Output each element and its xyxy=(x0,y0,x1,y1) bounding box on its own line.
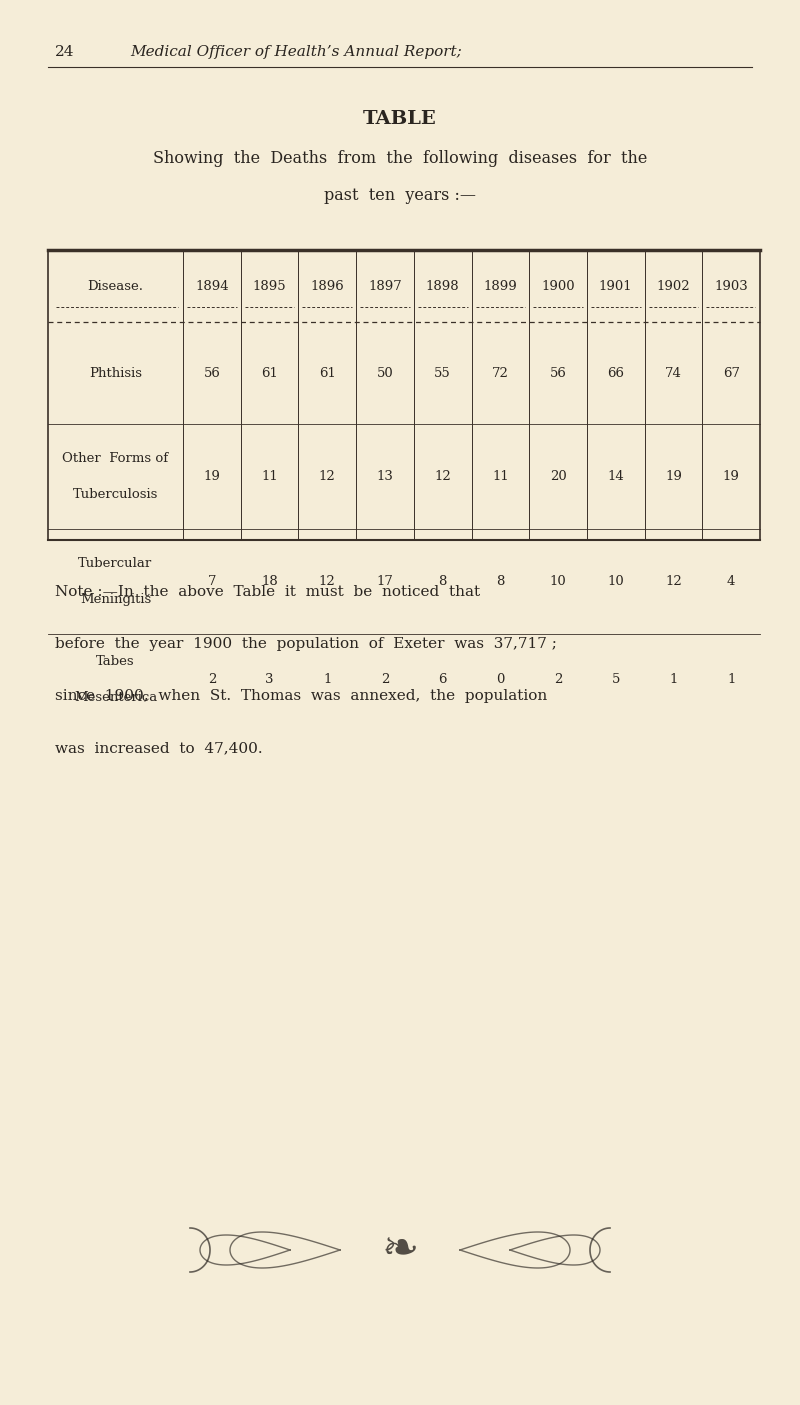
Text: Mesenterica: Mesenterica xyxy=(74,690,157,704)
Text: since  1900,  when  St.  Thomas  was  annexed,  the  population: since 1900, when St. Thomas was annexed,… xyxy=(55,688,547,702)
Text: 1: 1 xyxy=(670,673,678,686)
Text: Medical Officer of Health’s Annual Report;: Medical Officer of Health’s Annual Repor… xyxy=(130,45,462,59)
Text: 12: 12 xyxy=(319,575,336,589)
Text: before  the  year  1900  the  population  of  Exeter  was  37,717 ;: before the year 1900 the population of E… xyxy=(55,636,557,651)
Text: 5: 5 xyxy=(611,673,620,686)
Text: Other  Forms of: Other Forms of xyxy=(62,452,169,465)
Text: 24: 24 xyxy=(55,45,74,59)
Text: Disease.: Disease. xyxy=(87,280,143,292)
Text: 10: 10 xyxy=(550,575,566,589)
Text: 1903: 1903 xyxy=(714,280,748,292)
Text: 19: 19 xyxy=(722,471,739,483)
Text: 56: 56 xyxy=(203,367,220,379)
Text: 4: 4 xyxy=(727,575,735,589)
Text: 8: 8 xyxy=(438,575,447,589)
Text: 12: 12 xyxy=(319,471,336,483)
Text: Tubercular: Tubercular xyxy=(78,556,153,570)
Text: 1899: 1899 xyxy=(483,280,518,292)
Text: 50: 50 xyxy=(377,367,394,379)
Text: 61: 61 xyxy=(319,367,336,379)
Text: 1: 1 xyxy=(323,673,331,686)
Text: 1895: 1895 xyxy=(253,280,286,292)
Text: 1898: 1898 xyxy=(426,280,459,292)
Text: 56: 56 xyxy=(550,367,566,379)
Text: Tabes: Tabes xyxy=(96,655,135,667)
Text: 0: 0 xyxy=(496,673,505,686)
Text: 11: 11 xyxy=(261,471,278,483)
Text: 11: 11 xyxy=(492,471,509,483)
Text: 6: 6 xyxy=(438,673,447,686)
Text: 1894: 1894 xyxy=(195,280,229,292)
Text: Showing  the  Deaths  from  the  following  diseases  for  the: Showing the Deaths from the following di… xyxy=(153,150,647,167)
Text: 2: 2 xyxy=(208,673,216,686)
Text: 1900: 1900 xyxy=(542,280,575,292)
Text: 7: 7 xyxy=(208,575,216,589)
Text: 55: 55 xyxy=(434,367,451,379)
Text: 10: 10 xyxy=(607,575,624,589)
Text: 1902: 1902 xyxy=(657,280,690,292)
Text: 66: 66 xyxy=(607,367,624,379)
Text: 8: 8 xyxy=(496,575,505,589)
Text: 1897: 1897 xyxy=(368,280,402,292)
Text: 12: 12 xyxy=(434,471,451,483)
Text: Phthisis: Phthisis xyxy=(89,367,142,379)
Text: TABLE: TABLE xyxy=(363,110,437,128)
Text: Tuberculosis: Tuberculosis xyxy=(73,488,158,502)
Text: 67: 67 xyxy=(722,367,740,379)
Text: 14: 14 xyxy=(607,471,624,483)
Text: Meningitis: Meningitis xyxy=(80,593,151,606)
Text: 19: 19 xyxy=(203,471,220,483)
Text: 20: 20 xyxy=(550,471,566,483)
Text: 1896: 1896 xyxy=(310,280,344,292)
Text: was  increased  to  47,400.: was increased to 47,400. xyxy=(55,740,262,754)
Text: 19: 19 xyxy=(665,471,682,483)
Text: 1: 1 xyxy=(727,673,735,686)
Text: ❧: ❧ xyxy=(382,1228,418,1272)
Text: 3: 3 xyxy=(266,673,274,686)
Text: 12: 12 xyxy=(665,575,682,589)
Text: past  ten  years :—: past ten years :— xyxy=(324,187,476,204)
Text: 72: 72 xyxy=(492,367,509,379)
Text: 74: 74 xyxy=(665,367,682,379)
Text: 18: 18 xyxy=(261,575,278,589)
Text: 13: 13 xyxy=(377,471,394,483)
Text: 17: 17 xyxy=(377,575,394,589)
Text: 1901: 1901 xyxy=(599,280,633,292)
Text: 2: 2 xyxy=(381,673,389,686)
Text: 2: 2 xyxy=(554,673,562,686)
Text: Note :—In  the  above  Table  it  must  be  noticed  that: Note :—In the above Table it must be not… xyxy=(55,584,480,599)
Text: 61: 61 xyxy=(261,367,278,379)
